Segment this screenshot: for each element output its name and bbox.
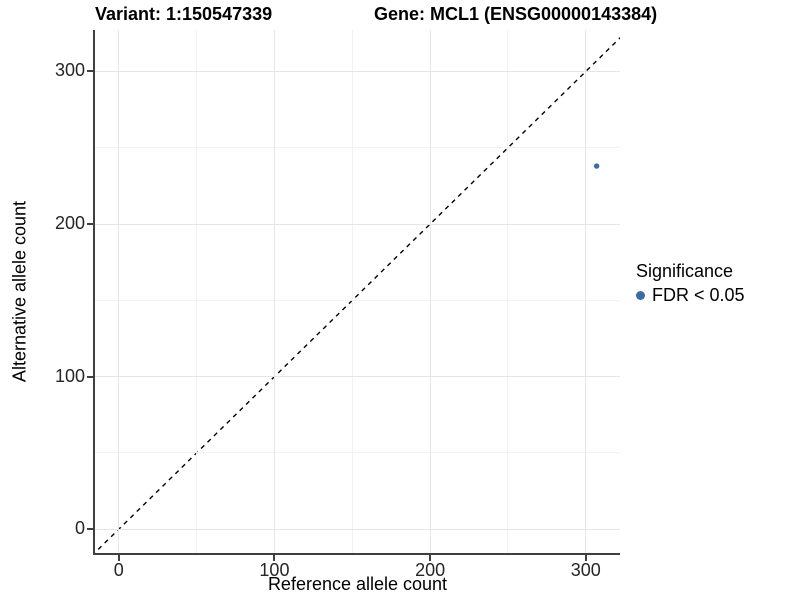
plot-layer xyxy=(95,36,620,553)
x-tick-label: 200 xyxy=(415,560,446,580)
legend-entry-label: FDR < 0.05 xyxy=(652,285,745,305)
y-major-gridline xyxy=(95,376,620,378)
legend-entry: FDR < 0.05 xyxy=(636,285,745,306)
y-axis-title: Alternative allele count xyxy=(9,200,30,383)
y-tick-label: 100 xyxy=(54,365,85,386)
data-point xyxy=(593,163,600,169)
x-axis-title: Reference allele count xyxy=(267,574,448,594)
x-minor-gridline xyxy=(196,30,198,553)
data-points xyxy=(593,163,600,169)
y-tick-mark xyxy=(87,375,93,378)
y-tick-label: 300 xyxy=(54,60,85,81)
y-tick-mark xyxy=(87,223,93,226)
x-axis-line xyxy=(93,553,620,555)
y-minor-gridline xyxy=(95,452,620,454)
legend-point-icon xyxy=(636,291,645,300)
x-tick-mark xyxy=(273,555,276,561)
variant-title: Variant: 1:150547339 xyxy=(95,4,273,24)
identity-dashed-line xyxy=(95,36,620,553)
x-minor-gridline xyxy=(351,30,353,553)
plot-panel xyxy=(95,30,620,553)
y-major-gridline xyxy=(95,223,620,225)
legend-title: Significance xyxy=(636,261,734,281)
x-tick-mark xyxy=(429,555,432,561)
x-tick-label: 300 xyxy=(570,560,601,580)
x-major-gridline xyxy=(585,30,587,553)
y-major-gridline xyxy=(95,70,620,72)
y-tick-mark xyxy=(87,70,93,73)
y-tick-mark xyxy=(87,528,93,531)
gene-title: Gene: MCL1 (ENSG00000143384) xyxy=(374,4,658,24)
x-tick-mark xyxy=(584,555,587,561)
x-minor-gridline xyxy=(507,30,509,553)
x-tick-mark xyxy=(117,555,120,561)
x-major-gridline xyxy=(273,30,275,553)
y-axis-line xyxy=(93,30,95,555)
x-tick-label: 0 xyxy=(113,560,124,580)
y-tick-label: 200 xyxy=(54,213,85,234)
y-tick-label: 0 xyxy=(74,518,85,539)
y-minor-gridline xyxy=(95,147,620,149)
x-tick-label: 100 xyxy=(259,560,290,580)
y-major-gridline xyxy=(95,528,620,530)
x-major-gridline xyxy=(118,30,120,553)
y-minor-gridline xyxy=(95,299,620,301)
legend: Significance FDR < 0.05 xyxy=(636,261,745,306)
x-major-gridline xyxy=(429,30,431,553)
